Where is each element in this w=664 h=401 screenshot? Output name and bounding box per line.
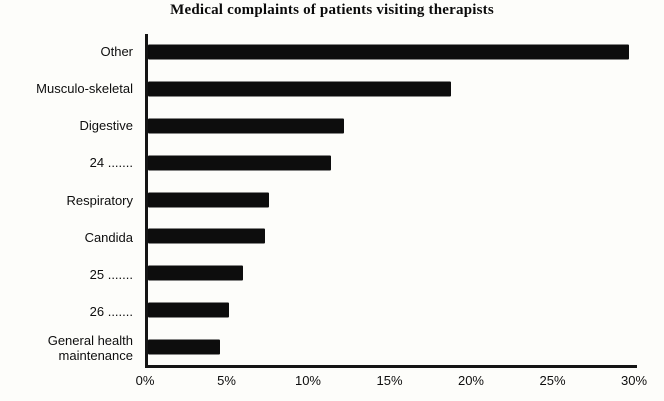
bar-row — [148, 328, 637, 365]
bar-row — [148, 144, 637, 181]
x-tick-label: 15% — [376, 373, 403, 388]
x-tick-label: 25% — [539, 373, 566, 388]
bar — [148, 265, 243, 281]
category-label: 26 ....... — [89, 303, 133, 319]
y-axis-category-labels: Other Musculo-skeletal Digestive 24 .......… — [0, 34, 138, 368]
chart-title: Medical complaints of patients visiting … — [170, 2, 494, 18]
category-label: Candida — [84, 229, 133, 245]
bar — [148, 44, 629, 60]
x-tick-label: 5% — [217, 373, 236, 388]
bar — [148, 192, 269, 208]
category-label: 25 ....... — [89, 266, 133, 282]
plot-area — [145, 34, 637, 368]
bar-row — [148, 34, 637, 71]
bar — [148, 228, 266, 244]
x-tick-label: 30% — [620, 373, 648, 388]
bar-row — [148, 108, 637, 145]
category-label: 24 ....... — [89, 155, 133, 171]
bar-row — [148, 181, 637, 218]
x-tick-label: 10% — [294, 373, 321, 388]
bar — [148, 339, 220, 355]
bar-row — [148, 291, 637, 328]
category-label: Digestive — [79, 118, 133, 134]
x-tick-label: 0% — [135, 373, 155, 388]
bar-row — [148, 218, 637, 255]
category-label: Musculo-skeletal — [36, 81, 133, 97]
bar — [148, 155, 331, 171]
bar-row — [148, 71, 637, 108]
category-label: Other — [100, 44, 133, 60]
bar-row — [148, 255, 637, 292]
category-label: Respiratory — [66, 192, 133, 208]
bar — [148, 118, 344, 134]
bar — [148, 81, 452, 97]
x-tick-label: 20% — [457, 373, 484, 388]
category-label: General health maintenance — [47, 333, 133, 364]
x-axis-tick-labels: 0% 5% 10% 15% 20% 25% 30% — [136, 373, 647, 395]
bar — [148, 302, 230, 318]
bars-container — [148, 34, 637, 365]
